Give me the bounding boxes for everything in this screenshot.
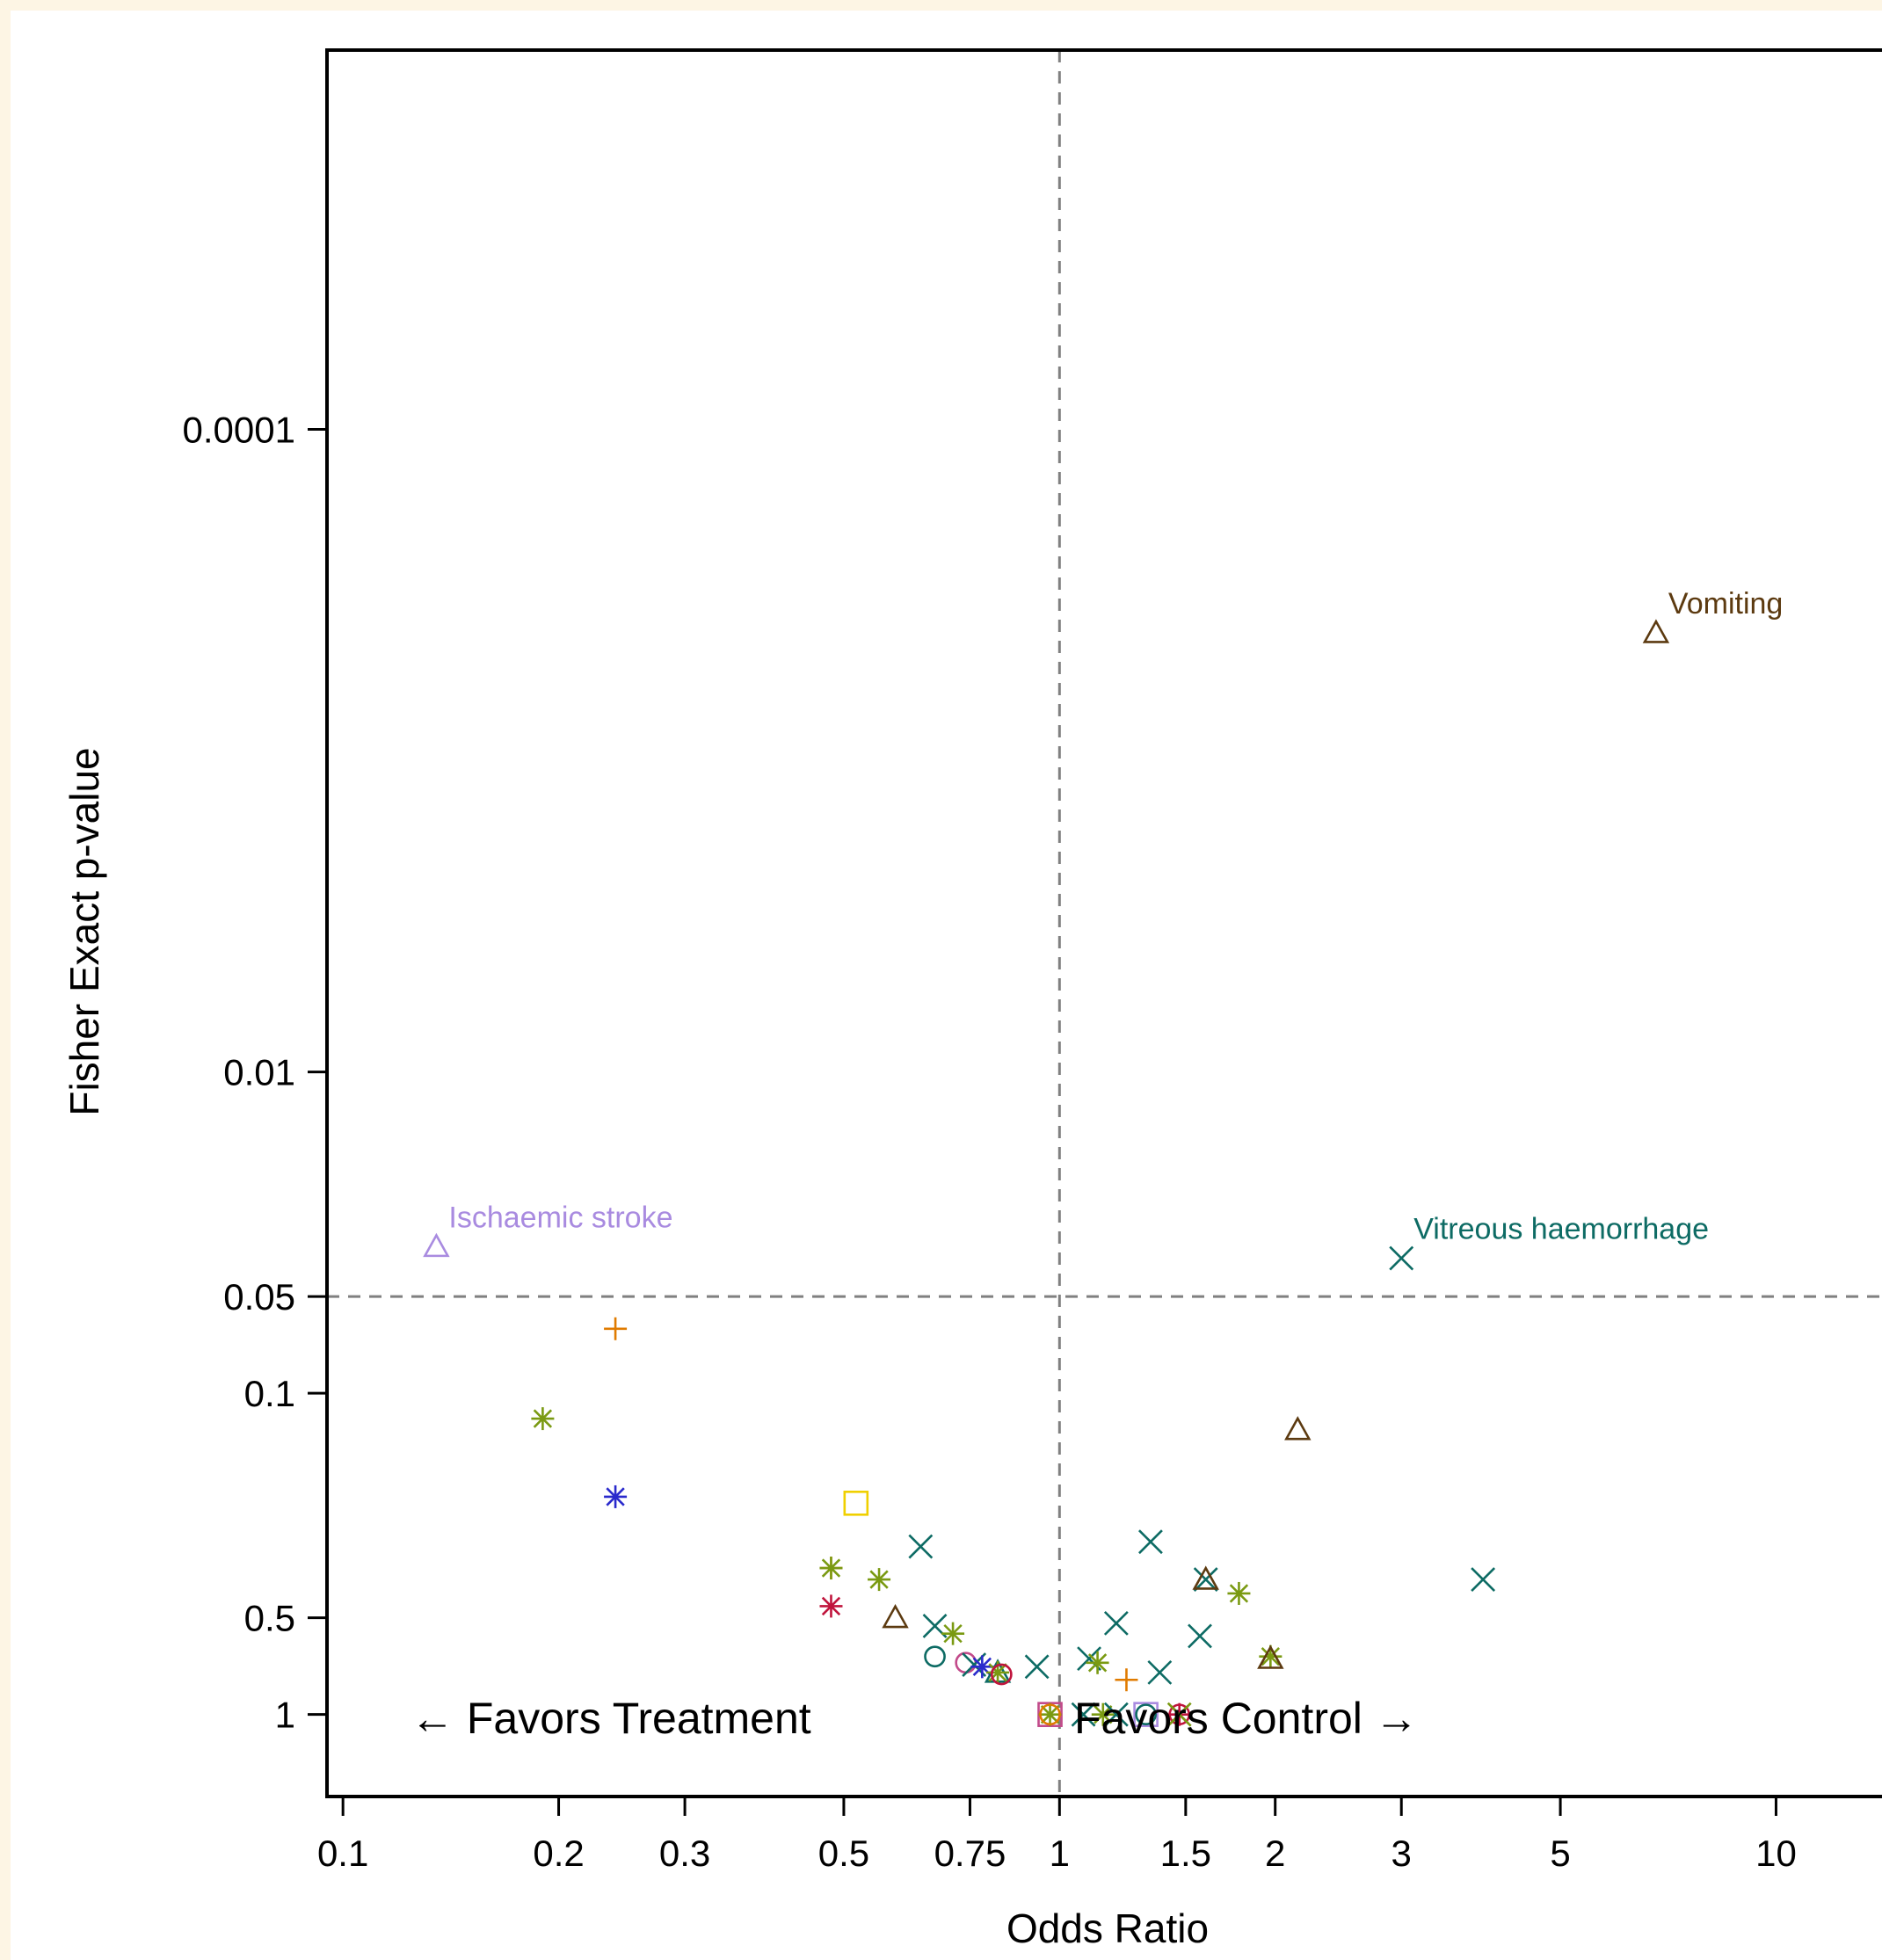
data-point-plus xyxy=(1115,1668,1138,1692)
x-tick-label: 0.1 xyxy=(317,1833,368,1874)
data-point-triangle xyxy=(882,1603,909,1629)
data-point-star xyxy=(819,1557,843,1580)
data-point-circle xyxy=(924,1645,946,1668)
data-point-triangle xyxy=(1257,1644,1284,1669)
x-tick-label: 0.3 xyxy=(659,1833,710,1874)
x-tick-label: 1 xyxy=(1050,1833,1070,1874)
data-point-star xyxy=(819,1594,843,1618)
data-point-x xyxy=(1193,1567,1218,1592)
point-annotation: Vomiting xyxy=(1668,587,1783,621)
data-point-triangle xyxy=(1192,1565,1219,1590)
x-tick-label: 1.5 xyxy=(1160,1833,1211,1874)
x-tick-label: 0.75 xyxy=(934,1833,1006,1874)
y-axis: 0.0001 0.01 0.05 0.1 0.5 1 xyxy=(183,410,327,1736)
data-point-square xyxy=(843,1491,869,1516)
data-point-circle xyxy=(1135,1703,1157,1726)
chart-canvas: Vomiting Ischaemic stroke Vitreous haemorr… xyxy=(11,11,1882,1960)
y-tick-label: 0.01 xyxy=(223,1052,295,1093)
point-annotations: Vomiting Ischaemic stroke Vitreous haemorr… xyxy=(448,587,1783,1245)
x-tick-label: 3 xyxy=(1392,1833,1412,1874)
x-tick-label: 5 xyxy=(1550,1833,1570,1874)
y-tick-label: 0.1 xyxy=(244,1373,295,1414)
favors-treatment-label: ← Favors Treatment xyxy=(411,1694,811,1743)
reference-lines xyxy=(327,50,1882,1797)
data-point-star xyxy=(604,1485,628,1508)
x-axis-title: Odds Ratio xyxy=(1006,1906,1209,1951)
plot-frame xyxy=(325,48,1882,1798)
y-tick-label: 1 xyxy=(275,1695,295,1736)
data-point-triangle xyxy=(1284,1416,1312,1441)
data-point-star xyxy=(1227,1581,1251,1605)
data-point-star xyxy=(1086,1651,1109,1674)
x-tick-label: 2 xyxy=(1265,1833,1285,1874)
point-annotation: Ischaemic stroke xyxy=(448,1201,672,1234)
data-point-x xyxy=(1103,1702,1129,1727)
data-point-star xyxy=(941,1622,965,1645)
x-tick-label: 0.2 xyxy=(533,1833,584,1874)
data-point-x xyxy=(1147,1659,1173,1685)
data-point-star xyxy=(1038,1702,1062,1726)
data-point-triangle xyxy=(1642,619,1670,643)
data-point-circle xyxy=(1039,1703,1061,1726)
y-axis-title: Fisher Exact p-value xyxy=(62,747,107,1115)
favors-control-label: Favors Control → xyxy=(1074,1694,1419,1743)
point-annotation: Vitreous haemorrhage xyxy=(1413,1213,1709,1246)
data-point-x xyxy=(1024,1654,1050,1680)
x-tick-label: 0.5 xyxy=(818,1833,869,1874)
y-tick-label: 0.0001 xyxy=(183,410,295,451)
data-points xyxy=(423,619,1670,1727)
data-point-plus xyxy=(604,1317,628,1340)
volcano-plot: Vomiting Ischaemic stroke Vitreous haemorr… xyxy=(62,48,1882,1951)
data-point-x xyxy=(1471,1567,1496,1592)
data-point-x xyxy=(1138,1529,1163,1555)
x-axis: 0.1 0.2 0.3 0.5 0.75 1 1.5 2 3 5 10 xyxy=(317,1797,1797,1874)
data-point-star xyxy=(868,1568,891,1592)
data-point-square xyxy=(1133,1702,1159,1727)
data-point-star xyxy=(531,1407,555,1431)
data-point-star xyxy=(1091,1702,1115,1726)
data-point-circle xyxy=(990,1663,1013,1686)
data-point-x xyxy=(1103,1610,1129,1636)
x-tick-label: 10 xyxy=(1755,1833,1797,1874)
data-point-x xyxy=(1166,1702,1192,1727)
data-point-x xyxy=(908,1534,934,1559)
data-point-x xyxy=(1188,1623,1212,1649)
y-tick-label: 0.05 xyxy=(223,1276,295,1318)
y-tick-label: 0.5 xyxy=(244,1598,295,1639)
data-point-x xyxy=(1071,1702,1096,1727)
data-point-x xyxy=(1389,1245,1414,1271)
data-point-triangle xyxy=(423,1232,450,1258)
